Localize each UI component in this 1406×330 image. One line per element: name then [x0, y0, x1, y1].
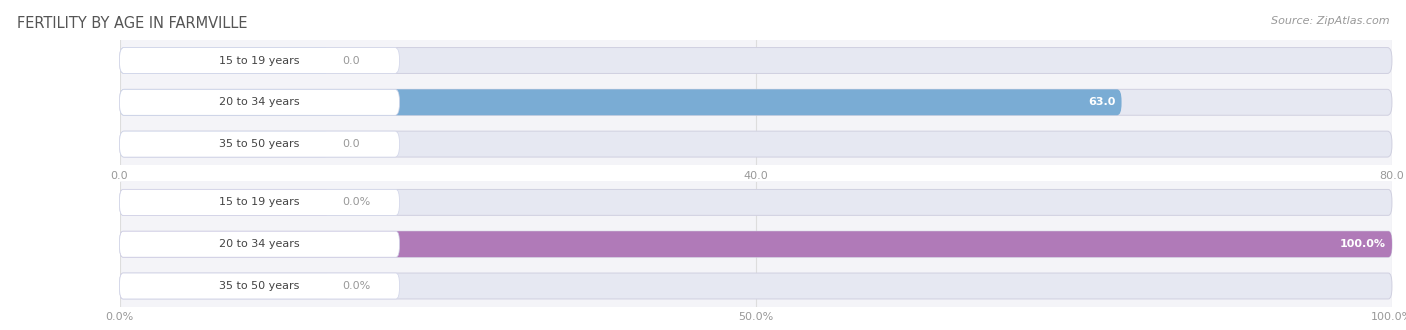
- FancyBboxPatch shape: [120, 273, 399, 299]
- FancyBboxPatch shape: [120, 189, 1392, 215]
- FancyBboxPatch shape: [120, 231, 399, 257]
- Text: 35 to 50 years: 35 to 50 years: [219, 281, 299, 291]
- FancyBboxPatch shape: [120, 89, 1122, 115]
- Text: 15 to 19 years: 15 to 19 years: [219, 197, 299, 207]
- Text: 0.0%: 0.0%: [342, 197, 370, 207]
- FancyBboxPatch shape: [120, 189, 399, 215]
- FancyBboxPatch shape: [120, 273, 329, 299]
- Text: 0.0%: 0.0%: [342, 281, 370, 291]
- FancyBboxPatch shape: [120, 48, 1392, 74]
- FancyBboxPatch shape: [120, 131, 399, 157]
- FancyBboxPatch shape: [120, 231, 1392, 257]
- Text: 20 to 34 years: 20 to 34 years: [219, 239, 299, 249]
- FancyBboxPatch shape: [120, 89, 1392, 115]
- FancyBboxPatch shape: [120, 89, 399, 115]
- FancyBboxPatch shape: [120, 48, 329, 74]
- Text: 15 to 19 years: 15 to 19 years: [219, 55, 299, 65]
- Text: 63.0: 63.0: [1088, 97, 1115, 107]
- Text: 0.0: 0.0: [342, 55, 360, 65]
- FancyBboxPatch shape: [120, 273, 1392, 299]
- FancyBboxPatch shape: [120, 231, 1392, 257]
- FancyBboxPatch shape: [120, 189, 329, 215]
- FancyBboxPatch shape: [120, 131, 1392, 157]
- Text: FERTILITY BY AGE IN FARMVILLE: FERTILITY BY AGE IN FARMVILLE: [17, 16, 247, 31]
- Text: Source: ZipAtlas.com: Source: ZipAtlas.com: [1271, 16, 1389, 26]
- Text: 100.0%: 100.0%: [1340, 239, 1385, 249]
- FancyBboxPatch shape: [120, 48, 399, 74]
- FancyBboxPatch shape: [120, 131, 329, 157]
- Text: 0.0: 0.0: [342, 139, 360, 149]
- Text: 35 to 50 years: 35 to 50 years: [219, 139, 299, 149]
- Text: 20 to 34 years: 20 to 34 years: [219, 97, 299, 107]
